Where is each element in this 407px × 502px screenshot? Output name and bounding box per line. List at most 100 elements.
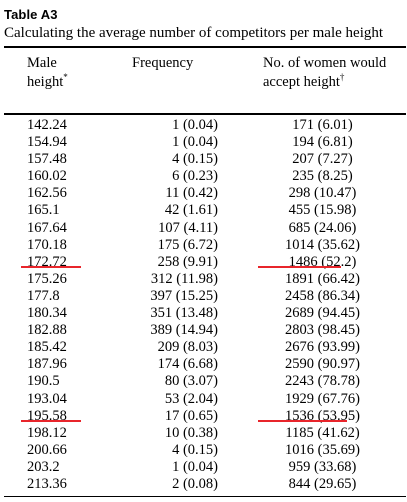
table-row: 180.34 351 (13.48) 2689 (94.45)	[0, 305, 407, 322]
cell-frequency: 389 (14.94)	[150, 322, 218, 339]
cell-women-accept: 194 (6.81)	[292, 134, 353, 151]
cell-frequency: 6 (0.23)	[172, 168, 218, 185]
table-row: 170.18 175 (6.72) 1014 (35.62)	[0, 237, 407, 254]
cell-women-accept: 455 (15.98)	[288, 202, 357, 219]
header-male-height: Male height*	[27, 54, 68, 92]
table-row: 198.12 10 (0.38) 1185 (41.62)	[0, 425, 407, 442]
cell-male-height: 195.58	[27, 407, 67, 424]
table-row: 185.42 209 (8.03) 2676 (93.99)	[0, 339, 407, 356]
cell-women-accept: 2676 (93.99)	[285, 339, 360, 356]
table-row: 167.64 107 (4.11) 685 (24.06)	[0, 220, 407, 237]
header-women-accept-line1: No. of women would	[263, 55, 387, 71]
highlight-underline-women-1536	[258, 420, 347, 422]
cell-male-height: 198.12	[27, 424, 67, 441]
top-rule	[4, 46, 406, 48]
cell-male-height: 182.88	[27, 322, 67, 339]
cell-women-accept: 1891 (66.42)	[285, 270, 360, 287]
cell-male-height: 200.66	[27, 441, 67, 458]
cell-women-accept: 844 (29.65)	[288, 475, 357, 492]
header-women-accept: No. of women would accept height†	[263, 54, 386, 92]
cell-male-height: 177.8	[27, 287, 60, 304]
cell-male-height: 165.1	[27, 202, 60, 219]
cell-frequency: 11 (0.42)	[165, 185, 218, 202]
table-row: 213.36 2 (0.08) 844 (29.65)	[0, 476, 407, 493]
cell-women-accept: 2243 (78.78)	[285, 373, 360, 390]
cell-frequency: 17 (0.65)	[164, 407, 218, 424]
cell-frequency: 175 (6.72)	[157, 236, 218, 253]
cell-women-accept: 207 (7.27)	[292, 151, 353, 168]
cell-women-accept: 1014 (35.62)	[285, 236, 360, 253]
table-row: 195.58 17 (0.65) 1536 (53.95)	[0, 408, 407, 425]
footnote-mark-dagger: †	[339, 72, 345, 82]
cell-male-height: 193.04	[27, 390, 67, 407]
cell-frequency: 4 (0.15)	[172, 151, 218, 168]
cell-male-height: 203.2	[27, 458, 60, 475]
table-row: 154.94 1 (0.04) 194 (6.81)	[0, 134, 407, 151]
table-row: 187.96 174 (6.68) 2590 (90.97)	[0, 356, 407, 373]
cell-male-height: 167.64	[27, 219, 67, 236]
cell-male-height: 172.72	[27, 253, 67, 270]
cell-male-height: 142.24	[27, 117, 67, 133]
table-body: 142.24 1 (0.04) 171 (6.01) 154.94 1 (0.04) 19…	[0, 117, 407, 493]
cell-male-height: 160.02	[27, 168, 67, 185]
cell-frequency: 1 (0.04)	[172, 117, 218, 133]
cell-women-accept: 1185 (41.62)	[285, 424, 360, 441]
cell-male-height: 175.26	[27, 270, 67, 287]
cell-women-accept: 171 (6.01)	[292, 117, 353, 133]
cell-male-height: 185.42	[27, 339, 67, 356]
cell-frequency: 209 (8.03)	[157, 339, 218, 356]
table-row: 165.1 42 (1.61) 455 (15.98)	[0, 202, 407, 219]
header-women-accept-line2: accept height†	[263, 73, 386, 92]
table-row: 200.66 4 (0.15) 1016 (35.69)	[0, 442, 407, 459]
table-caption: Calculating the average number of compet…	[4, 25, 384, 41]
footnote-mark-asterisk: *	[63, 72, 68, 82]
header-male-height-line1: Male	[27, 55, 57, 71]
cell-women-accept: 1929 (67.76)	[285, 390, 360, 407]
cell-frequency: 4 (0.15)	[172, 441, 218, 458]
cell-frequency: 1 (0.04)	[172, 458, 218, 475]
table-row: 157.48 4 (0.15) 207 (7.27)	[0, 151, 407, 168]
header-women-accept-text: accept height	[263, 74, 340, 90]
cell-women-accept: 685 (24.06)	[288, 219, 357, 236]
cell-women-accept: 298 (10.47)	[288, 185, 357, 202]
cell-frequency: 1 (0.04)	[172, 134, 218, 151]
header-male-height-line2: height*	[27, 73, 68, 92]
cell-women-accept: 2590 (90.97)	[285, 356, 360, 373]
table-row: 190.5 80 (3.07) 2243 (78.78)	[0, 373, 407, 390]
header-rule	[4, 113, 406, 115]
table-row: 162.56 11 (0.42) 298 (10.47)	[0, 185, 407, 202]
cell-women-accept: 959 (33.68)	[288, 458, 357, 475]
table-row: 172.72 258 (9.91) 1486 (52.2)	[0, 254, 407, 271]
cell-frequency: 351 (13.48)	[150, 305, 218, 322]
highlight-underline-height-172	[21, 266, 81, 268]
table-row: 182.88 389 (14.94) 2803 (98.45)	[0, 322, 407, 339]
table-label: Table A3	[4, 7, 58, 22]
bottom-rule	[4, 496, 406, 497]
header-male-height-text: height	[27, 74, 64, 90]
cell-women-accept: 2458 (86.34)	[285, 287, 360, 304]
cell-frequency: 10 (0.38)	[164, 424, 218, 441]
header-frequency: Frequency	[132, 55, 194, 71]
cell-frequency: 42 (1.61)	[164, 202, 218, 219]
table-row: 160.02 6 (0.23) 235 (8.25)	[0, 168, 407, 185]
cell-frequency: 80 (3.07)	[164, 373, 218, 390]
cell-frequency: 397 (15.25)	[150, 287, 218, 304]
table-row: 142.24 1 (0.04) 171 (6.01)	[0, 117, 407, 134]
cell-women-accept: 235 (8.25)	[292, 168, 353, 185]
cell-male-height: 154.94	[27, 134, 67, 151]
cell-women-accept: 1536 (53.95)	[285, 407, 360, 424]
cell-women-accept: 2803 (98.45)	[285, 322, 360, 339]
table-row: 193.04 53 (2.04) 1929 (67.76)	[0, 391, 407, 408]
table-row: 177.8 397 (15.25) 2458 (86.34)	[0, 288, 407, 305]
cell-male-height: 180.34	[27, 305, 67, 322]
cell-male-height: 187.96	[27, 356, 67, 373]
cell-frequency: 53 (2.04)	[164, 390, 218, 407]
cell-women-accept: 1016 (35.69)	[285, 441, 360, 458]
highlight-underline-women-1486	[258, 266, 341, 268]
highlight-underline-height-195	[21, 420, 81, 422]
cell-male-height: 170.18	[27, 236, 67, 253]
cell-frequency: 107 (4.11)	[158, 219, 218, 236]
cell-frequency: 174 (6.68)	[157, 356, 218, 373]
cell-women-accept: 1486 (52.2)	[288, 253, 357, 270]
cell-frequency: 312 (11.98)	[150, 270, 218, 287]
